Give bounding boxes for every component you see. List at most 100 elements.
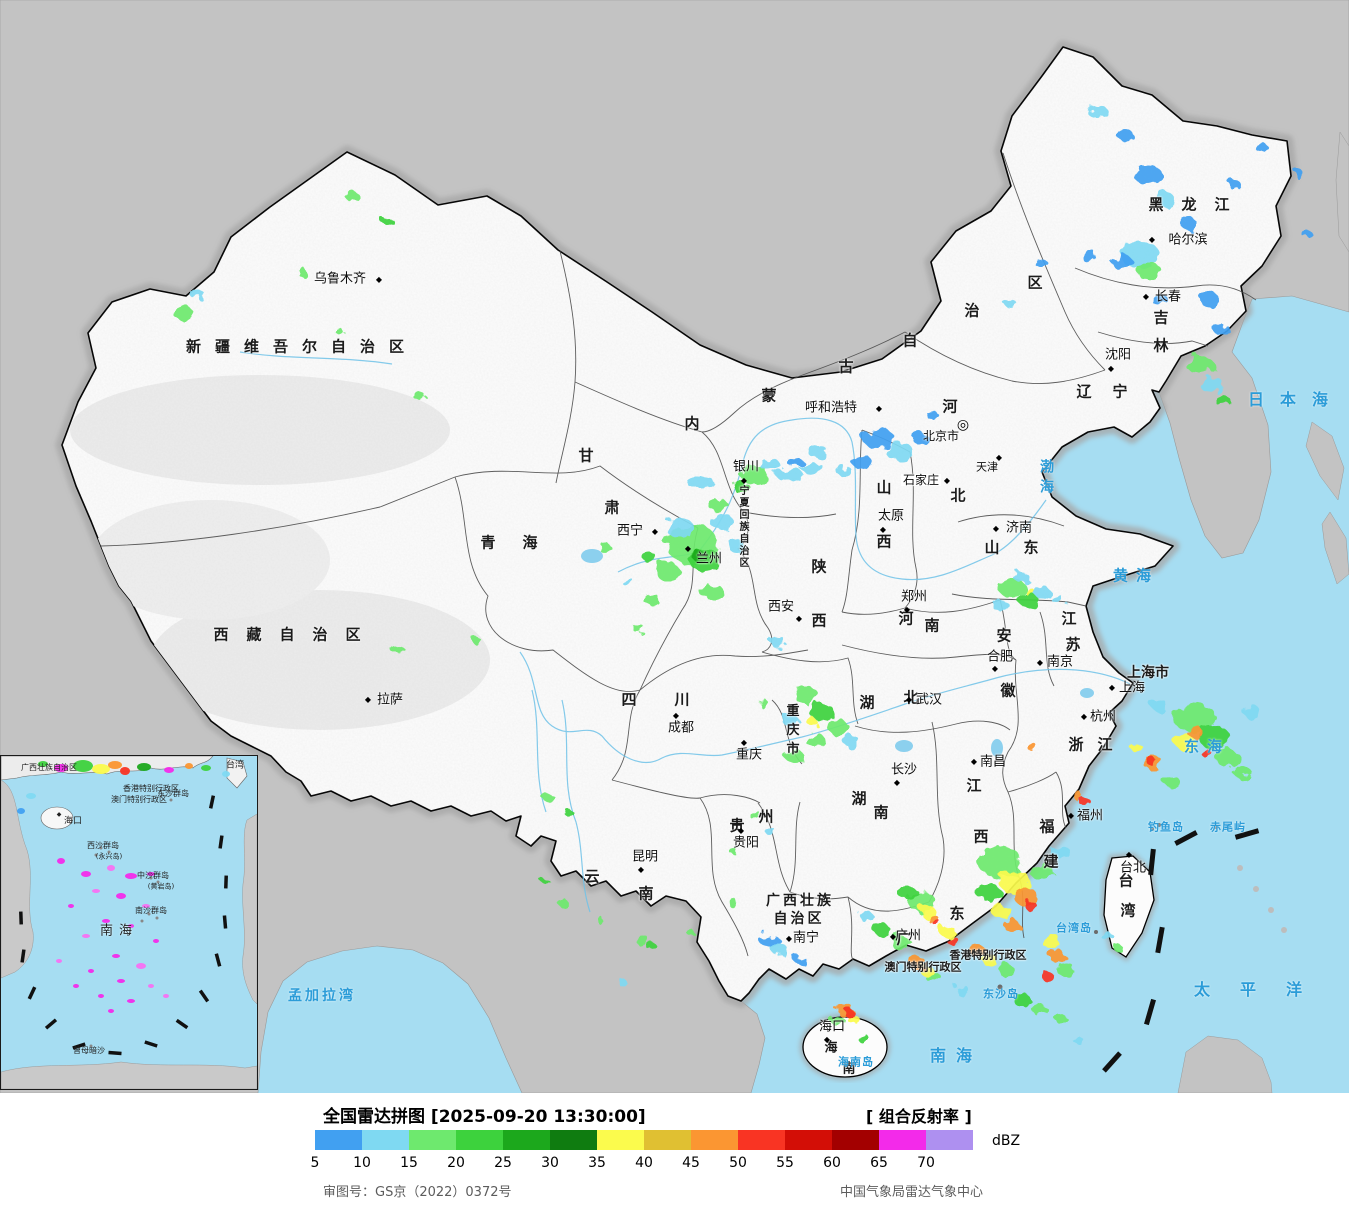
radar-echo	[859, 911, 873, 921]
radar-echo	[794, 956, 806, 964]
radar-echo	[969, 944, 985, 956]
radar-echo	[976, 883, 1000, 901]
radar-echo	[1025, 901, 1037, 911]
radar-echo	[1233, 766, 1251, 778]
radar-echo	[770, 637, 786, 647]
radar-echo	[909, 956, 925, 968]
hainan-island	[802, 1016, 888, 1078]
radar-echo	[1164, 776, 1180, 788]
radar-echo	[810, 703, 834, 721]
radar-echo	[382, 218, 394, 226]
unit-label: dBZ	[992, 1133, 1021, 1149]
radar-echo	[1030, 864, 1054, 880]
colorbar-tick: 10	[353, 1155, 371, 1171]
colorbar-tick: 55	[776, 1155, 794, 1171]
ryukyu-islands	[1237, 865, 1287, 933]
radar-echo	[1155, 192, 1175, 208]
radar-echo	[666, 518, 694, 538]
radar-echo	[708, 499, 728, 511]
radar-echo	[473, 639, 483, 645]
radar-echo	[998, 964, 1014, 976]
radar-echo	[828, 719, 848, 735]
radar-echo	[831, 1016, 845, 1026]
radar-echo	[1134, 165, 1162, 185]
japan-islands	[1305, 131, 1349, 585]
radar-echo	[1052, 596, 1064, 604]
radar-echo	[844, 1009, 854, 1017]
radar-echo	[1243, 706, 1261, 718]
radar-echo	[336, 329, 344, 335]
radar-echo	[856, 1033, 868, 1041]
radar-echo	[1175, 734, 1195, 750]
radar-echo	[1032, 1005, 1048, 1015]
colorbar-segment	[832, 1130, 879, 1150]
radar-echo	[172, 305, 192, 319]
radar-echo	[391, 646, 405, 654]
radar-echo	[634, 626, 646, 634]
radar-echo	[557, 898, 567, 906]
china-map-svg	[0, 0, 1349, 1093]
colorbar-ticks: 5 10 15 20 25 30 35 40 45 50 55 60 65 70	[311, 1155, 1015, 1173]
colorbar-segment	[503, 1130, 550, 1150]
radar-echo	[926, 411, 938, 419]
radar-echo	[647, 943, 657, 951]
colorbar-segment	[691, 1130, 738, 1150]
radar-echo	[644, 594, 660, 606]
radar-echo	[542, 879, 550, 885]
radar-echo	[1199, 727, 1231, 749]
radar-echo	[1042, 935, 1062, 949]
radar-echo	[874, 924, 890, 936]
radar-echo	[787, 457, 803, 467]
radar-echo	[919, 965, 933, 975]
radar-echo	[686, 929, 694, 935]
radar-echo	[844, 736, 860, 748]
radar-echo	[837, 467, 853, 477]
radar-echo	[776, 469, 804, 481]
reflectivity-colorbar	[315, 1130, 973, 1150]
lakes	[581, 549, 1094, 757]
colorbar-tick: 70	[917, 1155, 935, 1171]
radar-echo	[998, 579, 1026, 597]
island-dots	[997, 823, 1218, 990]
colorbar-tick: 15	[400, 1155, 418, 1171]
radar-echo	[1056, 1016, 1068, 1024]
radar-echo	[1216, 749, 1240, 767]
colorbar-segment	[785, 1130, 832, 1150]
radar-echo	[751, 813, 763, 821]
radar-echo	[700, 584, 724, 600]
inset-mainland	[1, 756, 214, 781]
inset-philippines	[242, 813, 257, 1005]
review-number: 审图号：GS京（2022）0372号	[323, 1185, 512, 1200]
radar-echo	[1200, 377, 1224, 393]
radar-echo	[635, 935, 649, 945]
taiwan-island	[1103, 855, 1155, 958]
radar-echo	[1256, 143, 1268, 153]
radar-echo	[1117, 129, 1133, 141]
inset-taiwan	[226, 757, 248, 789]
radar-echo	[992, 599, 1008, 611]
radar-echo	[622, 578, 634, 586]
radar-echo	[1229, 180, 1241, 190]
radar-echo	[1102, 933, 1114, 941]
inset-hainan	[40, 806, 74, 830]
colorbar-segment	[315, 1130, 362, 1150]
product-label: [ 组合反射率 ]	[866, 1107, 972, 1126]
radar-echo	[847, 1015, 859, 1023]
map-title: 全国雷达拼图 [2025-09-20 13:30:00]	[323, 1107, 646, 1127]
radar-echo	[784, 716, 800, 728]
legend-bar: 全国雷达拼图 [2025-09-20 13:30:00] [ 组合反射率 ] d…	[0, 1093, 1349, 1208]
colorbar-tick: 25	[494, 1155, 512, 1171]
colorbar-segment	[926, 1130, 973, 1150]
radar-echo	[805, 733, 825, 747]
radar-echo-layer	[172, 105, 1313, 1044]
radar-echo	[1131, 744, 1143, 752]
colorbar-tick: 5	[310, 1155, 320, 1171]
radar-echo	[563, 809, 573, 815]
radar-echo	[794, 686, 818, 704]
radar-echo	[692, 550, 708, 562]
radar-echo	[890, 935, 910, 949]
radar-echo	[852, 455, 872, 469]
colorbar-segment	[644, 1130, 691, 1150]
colorbar-tick: 30	[541, 1155, 559, 1171]
